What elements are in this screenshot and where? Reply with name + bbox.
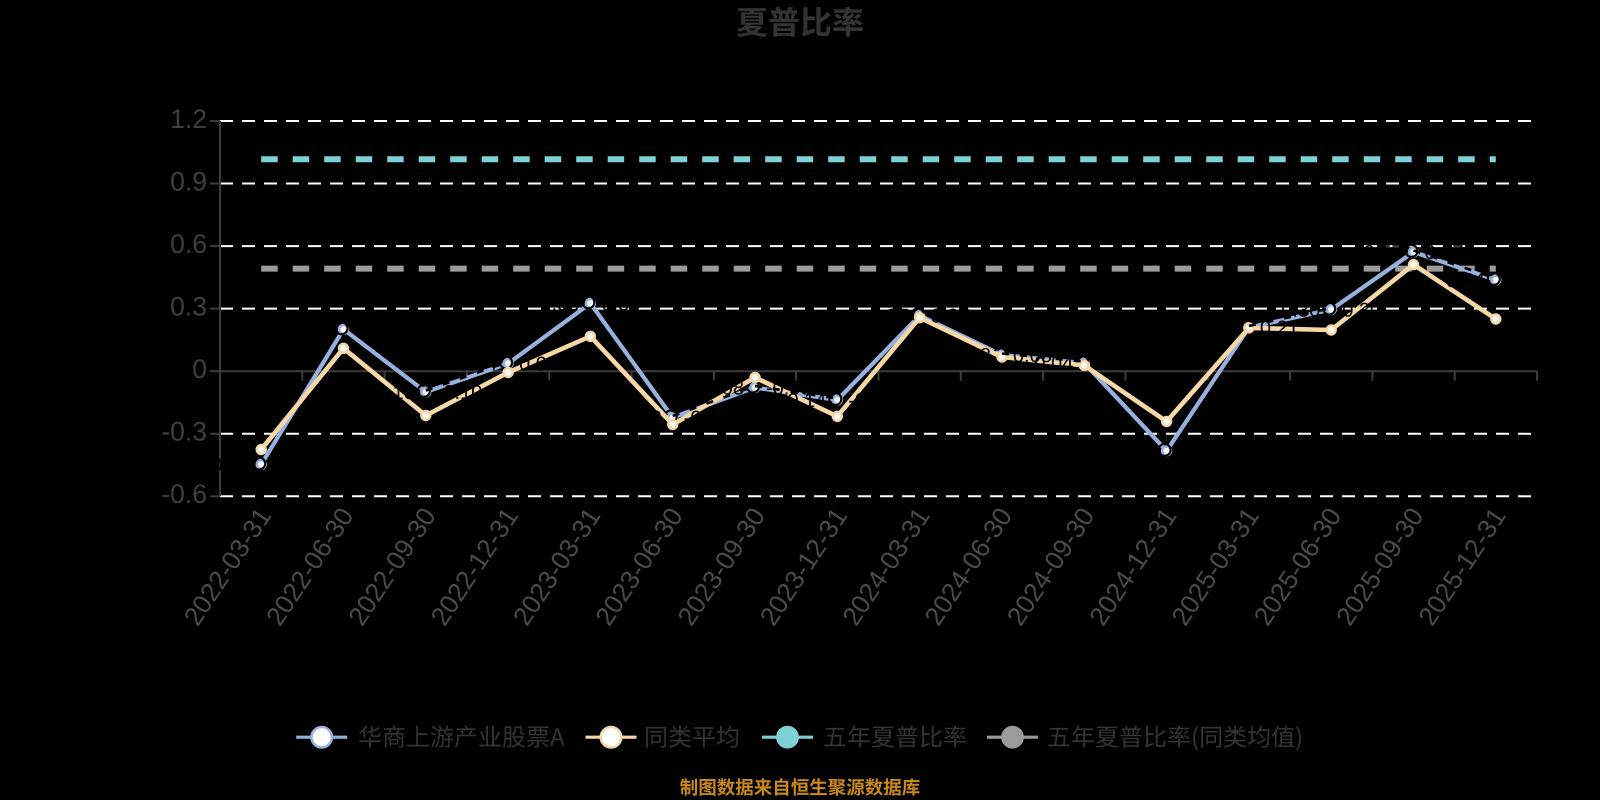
svg-text:1.2: 1.2 xyxy=(170,104,207,134)
svg-text:0.6: 0.6 xyxy=(170,229,207,259)
svg-text:-0.6: -0.6 xyxy=(161,479,207,509)
svg-text:0.3: 0.3 xyxy=(170,291,207,321)
svg-text:-0.3: -0.3 xyxy=(161,417,207,447)
svg-text:0: 0 xyxy=(192,354,207,384)
svg-text:0.9: 0.9 xyxy=(170,166,207,196)
